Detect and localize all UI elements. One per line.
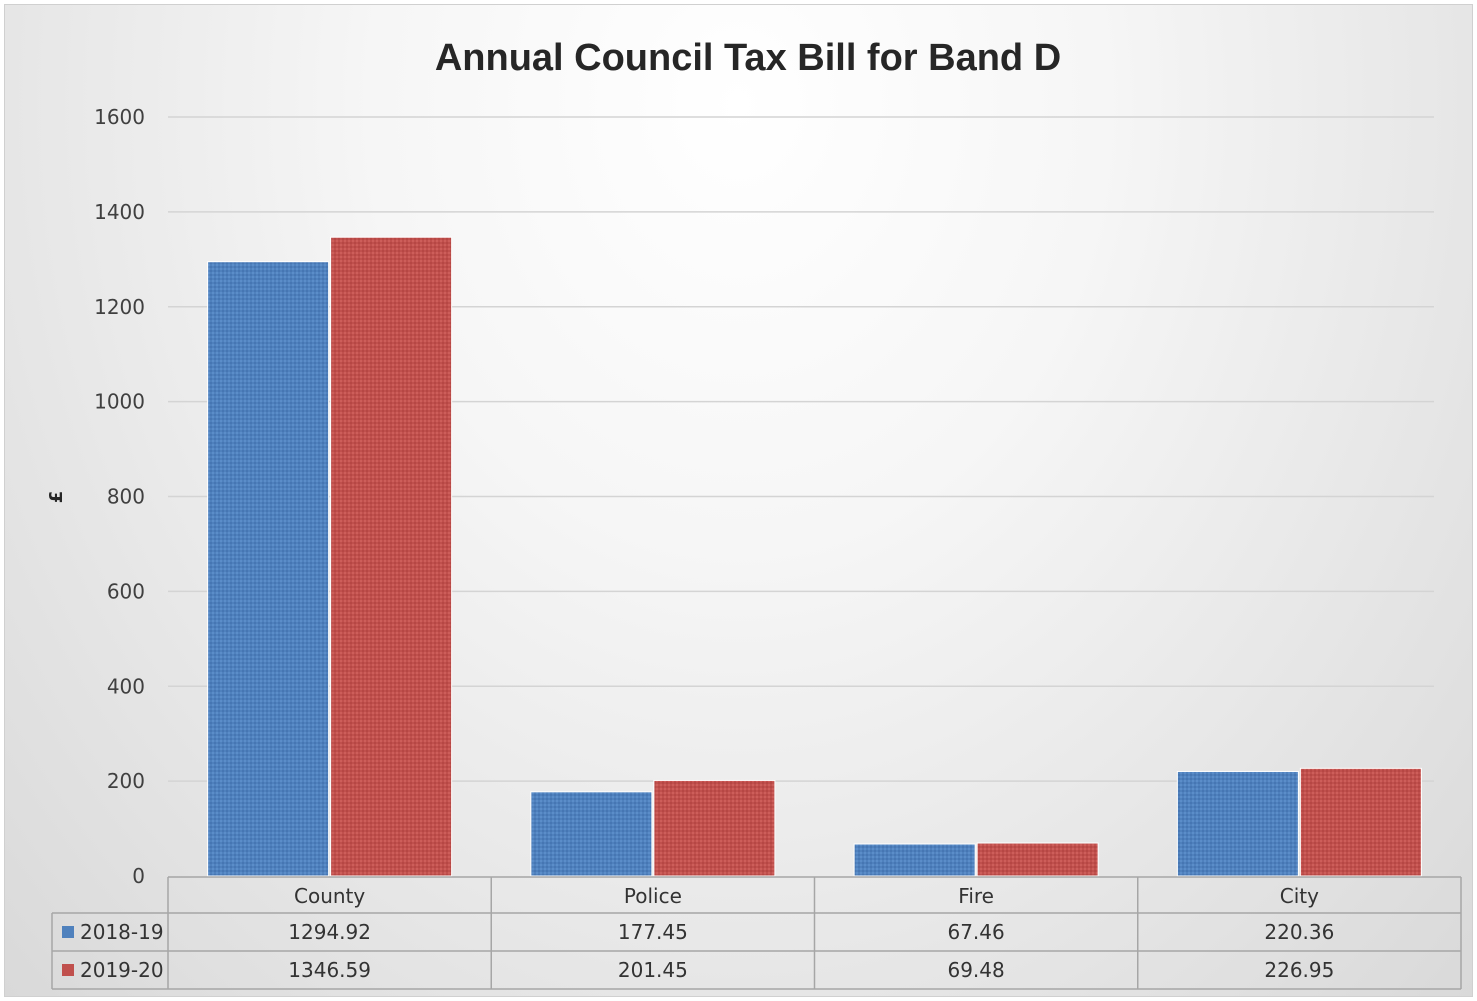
data-table-value: 67.46: [947, 920, 1004, 944]
legend-series-name: 2018-19: [80, 920, 164, 944]
data-table-value: 1294.92: [288, 920, 371, 944]
y-tick-label: 800: [107, 485, 145, 509]
bar-2018-19-fire: [853, 843, 976, 877]
y-tick-label: 200: [107, 769, 145, 793]
y-tick-label: 400: [107, 674, 145, 698]
x-category-label: Fire: [958, 884, 994, 908]
bar-2018-19-police: [530, 791, 653, 877]
bar-2018-19-city: [1176, 770, 1299, 877]
y-tick-label: 1600: [94, 105, 145, 129]
data-table-value: 226.95: [1264, 958, 1334, 982]
y-tick-label: 1400: [94, 200, 145, 224]
x-category-label: City: [1280, 884, 1319, 908]
data-table-value: 177.45: [618, 920, 688, 944]
legend-swatch: [62, 964, 74, 976]
data-table-value: 201.45: [618, 958, 688, 982]
legend-series-name: 2019-20: [80, 958, 164, 982]
y-tick-label: 1200: [94, 295, 145, 319]
bar-2018-19-county: [207, 261, 330, 877]
y-axis-ticks: 0 200 400 600 800 1000 1200 1400 1600: [94, 105, 145, 888]
data-table-value: 220.36: [1264, 920, 1334, 944]
bar-2019-20-county: [330, 236, 453, 877]
y-tick-label: 600: [107, 579, 145, 603]
y-tick-label: 1000: [94, 390, 145, 414]
chart-title: Annual Council Tax Bill for Band D: [435, 37, 1061, 79]
x-category-label: County: [294, 884, 365, 908]
bar-2019-20-fire: [976, 842, 1099, 877]
y-axis-label: £: [46, 491, 67, 504]
y-tick-label: 0: [132, 864, 145, 888]
bar-2019-20-police: [653, 779, 776, 877]
legend-swatch: [62, 926, 74, 938]
x-category-label: Police: [624, 884, 682, 908]
data-table: County Police Fire City 2018-19 1294.92 177.45…: [51, 876, 1462, 990]
bar-2019-20-city: [1299, 767, 1422, 877]
data-table-value: 1346.59: [288, 958, 371, 982]
data-table-value: 69.48: [947, 958, 1004, 982]
bars: [207, 236, 1422, 877]
